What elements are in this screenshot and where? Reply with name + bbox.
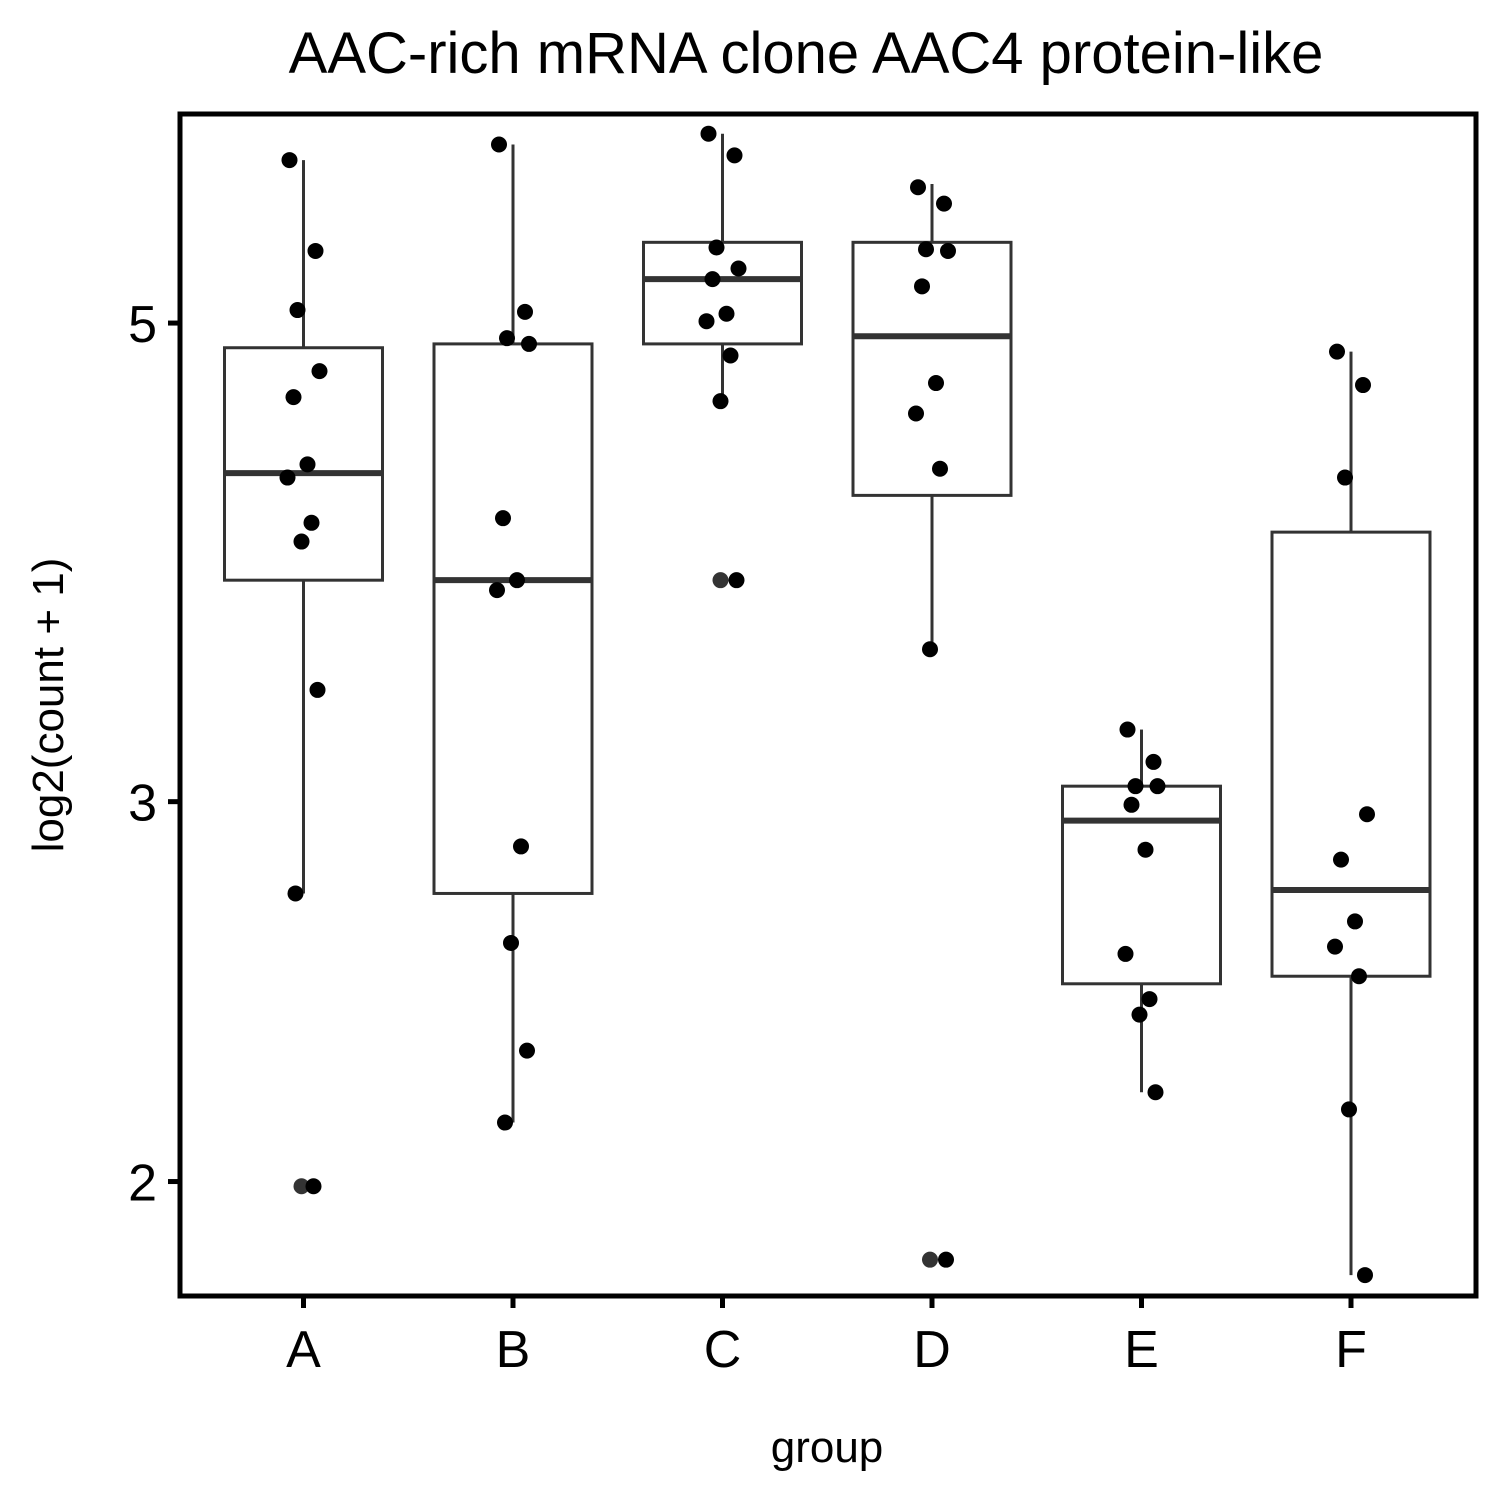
boxes-layer: [223, 133, 1432, 1276]
data-point: [726, 147, 743, 164]
data-point: [1357, 1267, 1373, 1284]
data-point: [700, 125, 717, 142]
points-layer: [279, 125, 1375, 1284]
data-point: [1337, 469, 1353, 486]
data-point: [708, 239, 725, 256]
chart-title: AAC-rich mRNA clone AAC4 protein-like: [289, 21, 1324, 86]
data-point: [918, 241, 934, 258]
data-point: [519, 1042, 535, 1059]
data-point: [517, 303, 533, 320]
data-point: [509, 572, 525, 589]
x-tick-label: D: [913, 1321, 951, 1379]
data-point: [489, 582, 505, 599]
box-group-e: [1061, 729, 1222, 1093]
y-tick-label: 2: [128, 1155, 157, 1213]
data-point: [287, 885, 304, 902]
y-axis-title: log2(count + 1): [24, 558, 73, 853]
data-point: [712, 393, 729, 410]
data-point: [281, 152, 298, 169]
y-tick-label: 5: [128, 296, 157, 354]
x-tick-label: B: [496, 1321, 531, 1379]
x-tick-label: C: [704, 1321, 742, 1379]
x-axis: A B C D E F: [286, 1296, 1367, 1379]
data-point: [1351, 968, 1367, 985]
data-point: [309, 681, 326, 698]
data-point: [1145, 753, 1162, 770]
box-iqr: [851, 240, 1013, 497]
data-point: [1137, 841, 1154, 858]
x-tick-label: E: [1124, 1321, 1159, 1379]
data-point: [1327, 938, 1343, 955]
data-point: [940, 242, 956, 259]
plot-panel-border: [177, 111, 1479, 1299]
box-iqr: [642, 240, 803, 346]
data-point: [503, 934, 519, 951]
box-iqr: [1270, 530, 1432, 978]
data-point: [513, 838, 529, 855]
box-group-c: [642, 133, 803, 402]
y-tick-label: 3: [128, 775, 157, 833]
data-point: [285, 389, 302, 406]
data-point: [1147, 1084, 1164, 1101]
data-point: [1119, 721, 1136, 738]
data-point: [1141, 991, 1158, 1008]
data-point: [279, 469, 296, 486]
box-iqr: [1061, 784, 1222, 986]
data-point: [307, 242, 324, 259]
data-point: [914, 278, 930, 295]
data-point: [1123, 796, 1140, 813]
data-point: [698, 313, 715, 330]
data-point: [932, 460, 948, 477]
outlier-point: [293, 1178, 310, 1195]
x-tick-label: A: [286, 1321, 321, 1379]
data-point: [922, 641, 938, 658]
data-point: [311, 363, 328, 380]
data-point: [704, 271, 721, 288]
data-point: [299, 456, 316, 473]
data-point: [1333, 851, 1349, 868]
box-iqr: [432, 342, 594, 895]
data-point: [521, 335, 537, 352]
data-point: [293, 533, 310, 550]
data-point: [936, 195, 952, 212]
outlier-point: [712, 572, 729, 589]
box-group-f: [1270, 351, 1432, 1276]
data-point: [728, 572, 745, 589]
data-point: [495, 510, 511, 527]
box-group-a: [223, 160, 384, 894]
data-point: [1355, 377, 1371, 394]
data-point: [305, 1178, 322, 1195]
data-point: [499, 330, 515, 347]
data-point: [497, 1114, 513, 1131]
y-axis: 2 3 5: [128, 296, 180, 1213]
data-point: [908, 405, 924, 422]
box-group-b: [432, 144, 594, 1123]
data-point: [1359, 806, 1375, 823]
data-point: [928, 375, 944, 392]
x-tick-label: F: [1335, 1321, 1367, 1379]
outlier-point: [922, 1251, 938, 1268]
data-point: [1127, 778, 1144, 795]
x-axis-title: group: [771, 1423, 884, 1472]
data-point: [1149, 778, 1166, 795]
data-point: [718, 305, 735, 322]
data-point: [1117, 945, 1134, 962]
data-point: [1131, 1006, 1148, 1023]
data-point: [1347, 913, 1363, 930]
data-point: [910, 179, 926, 196]
data-point: [730, 260, 747, 277]
data-point: [722, 347, 739, 364]
data-point: [938, 1251, 954, 1268]
data-point: [289, 302, 306, 319]
data-point: [491, 136, 507, 153]
box-group-d: [851, 184, 1013, 650]
data-point: [1341, 1101, 1357, 1118]
data-point: [1329, 343, 1345, 360]
data-point: [303, 514, 320, 531]
